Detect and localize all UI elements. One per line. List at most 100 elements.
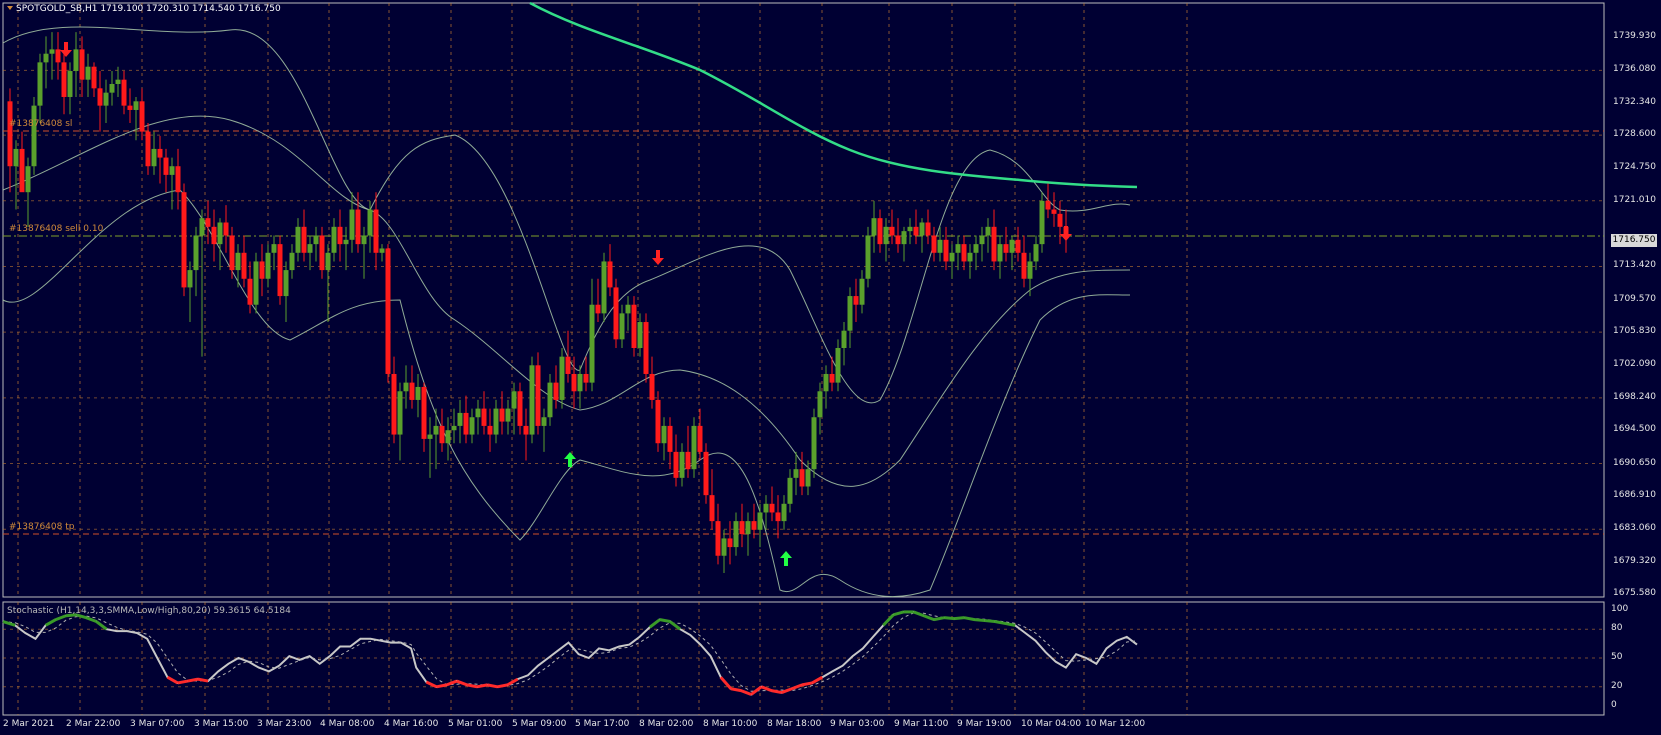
candle-body xyxy=(607,261,613,288)
candle-body xyxy=(391,373,397,435)
candle-body xyxy=(925,222,931,236)
candle-body xyxy=(691,425,697,470)
stochastic-zone-segment xyxy=(730,687,742,693)
candle-body xyxy=(529,365,535,435)
time-tick-label: 3 Mar 15:00 xyxy=(194,719,249,729)
stochastic-zone-segment xyxy=(892,610,904,617)
candle-body xyxy=(955,244,961,253)
candle-body xyxy=(733,521,739,548)
stochastic-tick-label: 20 xyxy=(1611,680,1623,691)
stochastic-tick-label: 50 xyxy=(1611,652,1623,662)
candle-body xyxy=(775,512,781,522)
stochastic-zone-segment xyxy=(166,675,179,685)
candle-body xyxy=(211,226,217,245)
candle-body xyxy=(889,226,895,236)
candle-body xyxy=(97,88,103,106)
candle-body xyxy=(289,252,295,271)
candle-body xyxy=(49,49,55,54)
stochastic-zone-segment xyxy=(760,685,773,693)
candle-body xyxy=(175,166,181,193)
stochastic-tick-label: 0 xyxy=(1611,700,1617,710)
candle-body xyxy=(667,425,673,452)
candle-body xyxy=(199,218,205,236)
candle-body xyxy=(541,417,547,426)
candle-body xyxy=(583,373,589,383)
candle-body xyxy=(613,287,619,340)
candle-body xyxy=(595,304,601,314)
candle-body xyxy=(781,503,787,522)
candle-body xyxy=(451,425,457,431)
candle-body xyxy=(517,391,523,426)
candle-body xyxy=(247,278,253,305)
candle-body xyxy=(565,356,571,374)
stochastic-zone-segment xyxy=(95,620,108,631)
candle-body xyxy=(913,226,919,236)
candle-body xyxy=(985,226,991,236)
candle-body xyxy=(367,209,373,236)
candle-body xyxy=(1051,209,1057,214)
candle-body xyxy=(1003,244,1009,253)
candle-body xyxy=(1033,244,1039,262)
stochastic-zone-segment xyxy=(659,618,671,623)
candle-body xyxy=(547,382,553,418)
candle-body xyxy=(793,469,799,478)
menu-triangle-icon[interactable] xyxy=(7,6,13,10)
candle-body xyxy=(19,148,25,193)
stochastic-tick-label: 100 xyxy=(1611,604,1629,614)
stochastic-zone-segment xyxy=(974,618,985,623)
stochastic-zone-segment xyxy=(197,677,209,683)
candle-body xyxy=(967,252,973,262)
candle-body xyxy=(301,226,307,253)
time-tick-label: 9 Mar 11:00 xyxy=(894,719,949,729)
candle-body xyxy=(703,451,709,496)
time-tick-label: 4 Mar 16:00 xyxy=(384,719,439,729)
candle-body xyxy=(535,365,541,426)
stochastic-zone-segment xyxy=(456,679,468,687)
candle-body xyxy=(313,235,319,245)
stochastic-zone-segment xyxy=(791,683,803,691)
candle-body xyxy=(37,62,43,106)
time-tick-label: 4 Mar 08:00 xyxy=(320,719,375,729)
candle-body xyxy=(799,469,805,487)
time-tick-label: 8 Mar 18:00 xyxy=(767,719,822,729)
candle-body xyxy=(379,248,385,253)
stochastic-zone-segment xyxy=(55,614,67,622)
stochastic-zone-segment xyxy=(85,616,97,623)
stochastic-zone-segment xyxy=(913,610,925,618)
stochastic-zone-segment xyxy=(436,683,447,689)
candle-body xyxy=(715,521,721,556)
stochastic-label: Stochastic (H1,14,3,3,SMMA,Low/High,80,2… xyxy=(7,606,291,616)
price-tick-label: 1724.750 xyxy=(1613,162,1656,173)
price-tick-label: 1683.060 xyxy=(1613,523,1656,534)
time-tick-label: 3 Mar 23:00 xyxy=(257,719,312,729)
stochastic-zone-segment xyxy=(1004,621,1016,627)
band-middle xyxy=(2,115,1131,487)
candle-body xyxy=(931,235,937,253)
stochastic-zone-segment xyxy=(964,616,975,622)
stochastic-zone-segment xyxy=(740,689,752,696)
candle-body xyxy=(217,222,223,245)
candle-body xyxy=(763,503,769,513)
time-tick-label: 10 Mar 12:00 xyxy=(1085,719,1146,729)
candle-body xyxy=(805,469,811,487)
order-sl-label: #13876408 sl xyxy=(9,119,73,129)
symbol-label[interactable]: SPOTGOLD_SB,H1 1719.100 1720.310 1714.54… xyxy=(7,4,281,15)
candle-body xyxy=(1015,239,1021,253)
candle-body xyxy=(811,417,817,470)
time-tick-label: 8 Mar 02:00 xyxy=(639,719,694,729)
stochastic-zone-segment xyxy=(44,618,57,627)
candle-body xyxy=(817,391,823,418)
time-tick-label: 3 Mar 07:00 xyxy=(130,719,185,729)
sell-arrow-icon xyxy=(652,250,664,265)
candle-body xyxy=(385,248,391,374)
candle-body xyxy=(223,222,229,236)
time-tick-label: 5 Mar 09:00 xyxy=(512,719,567,729)
candle-body xyxy=(697,425,703,452)
candle-body xyxy=(397,391,403,435)
stochastic-zone-segment xyxy=(65,613,77,618)
price-tick-label: 1736.080 xyxy=(1613,64,1656,75)
candle-body xyxy=(121,79,127,106)
candle-body xyxy=(361,235,367,245)
candle-body xyxy=(769,503,775,513)
